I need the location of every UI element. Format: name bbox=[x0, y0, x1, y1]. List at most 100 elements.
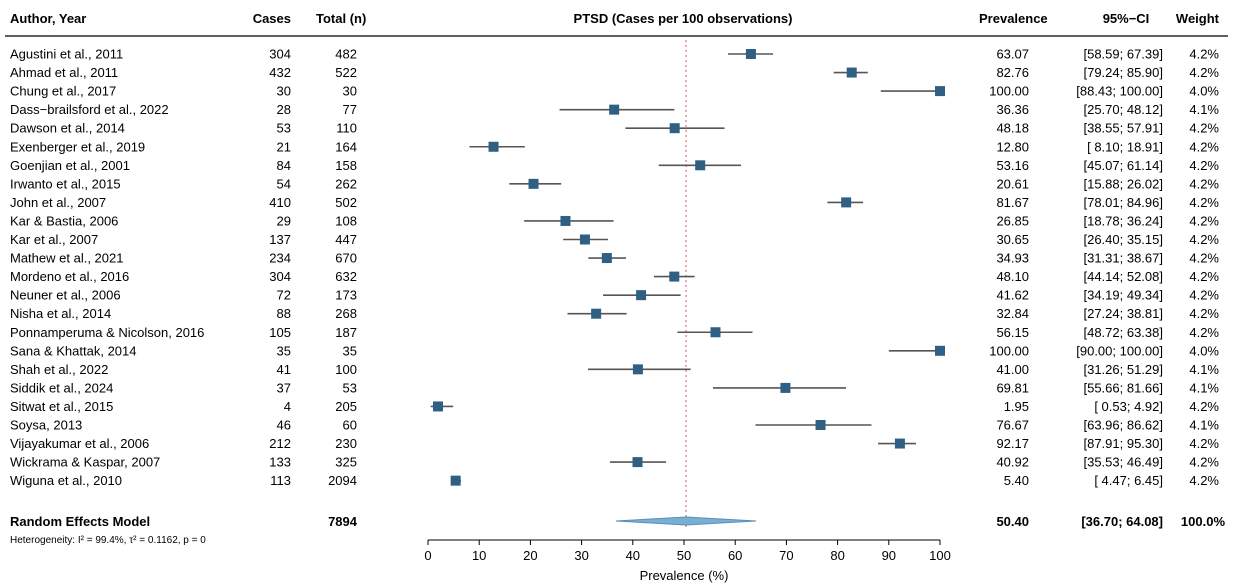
study-cases: 72 bbox=[277, 288, 291, 303]
study-total: 100 bbox=[335, 362, 357, 377]
study-weight: 4.2% bbox=[1189, 455, 1219, 470]
study-cases: 304 bbox=[269, 47, 291, 62]
study-prevalence: 92.17 bbox=[996, 436, 1029, 451]
study-total: 268 bbox=[335, 306, 357, 321]
ci-lines bbox=[430, 53, 940, 482]
study-prevalence: 32.84 bbox=[996, 306, 1029, 321]
study-weight: 4.2% bbox=[1189, 176, 1219, 191]
table-row: Sitwat et al., 2015 4 205 1.95 [ 0.53; 4.92]… bbox=[10, 399, 1219, 414]
study-total: 670 bbox=[335, 251, 357, 266]
study-square bbox=[432, 401, 443, 412]
study-prevalence: 56.15 bbox=[996, 325, 1029, 340]
table-row: Chung et al., 2017 30 30 100.00 [88.43; 100.… bbox=[10, 84, 1219, 99]
study-total: 632 bbox=[335, 269, 357, 284]
study-ci: [87.91; 95.30] bbox=[1083, 436, 1163, 451]
x-tick-label: 40 bbox=[626, 548, 640, 563]
study-total: 30 bbox=[343, 84, 357, 99]
study-total: 230 bbox=[335, 436, 357, 451]
study-prevalence: 41.62 bbox=[996, 288, 1029, 303]
study-square bbox=[609, 104, 620, 115]
study-square bbox=[745, 49, 756, 59]
study-ci: [38.55; 57.91] bbox=[1083, 121, 1163, 136]
table-row: Soysa, 2013 46 60 76.67 [63.96; 86.62] 4.1% bbox=[10, 418, 1219, 433]
study-ci: [31.26; 51.29] bbox=[1083, 362, 1163, 377]
study-prevalence: 34.93 bbox=[996, 251, 1029, 266]
study-prevalence: 30.65 bbox=[996, 232, 1029, 247]
study-total: 205 bbox=[335, 399, 357, 414]
study-total: 173 bbox=[335, 288, 357, 303]
study-prevalence: 26.85 bbox=[996, 213, 1029, 228]
study-cases: 432 bbox=[269, 65, 291, 80]
study-ci: [18.78; 36.24] bbox=[1083, 213, 1163, 228]
study-cases: 410 bbox=[269, 195, 291, 210]
study-author: Neuner et al., 2006 bbox=[10, 288, 121, 303]
study-total: 522 bbox=[335, 65, 357, 80]
study-prevalence: 82.76 bbox=[996, 65, 1029, 80]
study-cases: 88 bbox=[277, 306, 291, 321]
study-prevalence: 36.36 bbox=[996, 102, 1029, 117]
table-row: Wickrama & Kaspar, 2007 133 325 40.92 [35.53… bbox=[10, 455, 1219, 470]
table-row: Shah et al., 2022 41 100 41.00 [31.26; 51.29… bbox=[10, 362, 1219, 377]
table-row: Mordeno et al., 2016 304 632 48.10 [44.14; 5… bbox=[10, 269, 1219, 284]
study-prevalence: 12.80 bbox=[996, 139, 1029, 154]
study-weight: 4.2% bbox=[1189, 436, 1219, 451]
study-prevalence: 40.92 bbox=[996, 455, 1029, 470]
study-cases: 212 bbox=[269, 436, 291, 451]
study-weight: 4.2% bbox=[1189, 473, 1219, 488]
study-cases: 105 bbox=[269, 325, 291, 340]
table-row: Dawson et al., 2014 53 110 48.18 [38.55; 57.… bbox=[10, 121, 1219, 136]
study-author: Kar et al., 2007 bbox=[10, 232, 98, 247]
study-cases: 133 bbox=[269, 455, 291, 470]
study-ci: [88.43; 100.00] bbox=[1076, 84, 1163, 99]
study-total: 2094 bbox=[328, 473, 357, 488]
study-cases: 28 bbox=[277, 102, 291, 117]
study-weight: 4.2% bbox=[1189, 399, 1219, 414]
x-tick-label: 0 bbox=[424, 548, 431, 563]
study-square bbox=[632, 364, 643, 375]
study-square bbox=[841, 197, 852, 208]
study-cases: 54 bbox=[277, 176, 291, 191]
study-author: Goenjian et al., 2001 bbox=[10, 158, 130, 173]
study-weight: 4.0% bbox=[1189, 343, 1219, 358]
study-total: 325 bbox=[335, 455, 357, 470]
x-tick-label: 20 bbox=[523, 548, 537, 563]
study-cases: 37 bbox=[277, 380, 291, 395]
study-weight: 4.2% bbox=[1189, 139, 1219, 154]
study-ci: [26.40; 35.15] bbox=[1083, 232, 1163, 247]
study-square bbox=[528, 178, 539, 189]
study-total: 187 bbox=[335, 325, 357, 340]
summary-row: Random Effects Model 7894 50.40 [36.70; … bbox=[10, 514, 1225, 546]
study-cases: 4 bbox=[284, 399, 291, 414]
study-square bbox=[710, 327, 721, 338]
study-weight: 4.2% bbox=[1189, 195, 1219, 210]
plot-area: 0 10 20 30 40 50 60 70 80 90 100 Prevalence (%) bbox=[424, 40, 951, 583]
summary-prevalence: 50.40 bbox=[996, 514, 1029, 529]
study-weight: 4.2% bbox=[1189, 325, 1219, 340]
study-author: Nisha et al., 2014 bbox=[10, 306, 111, 321]
study-total: 482 bbox=[335, 47, 357, 62]
summary-label: Random Effects Model bbox=[10, 514, 150, 529]
summary-ci: [36.70; 64.08] bbox=[1081, 514, 1163, 529]
study-square bbox=[636, 290, 647, 301]
table-row: Mathew et al., 2021 234 670 34.93 [31.31; 38… bbox=[10, 251, 1219, 266]
study-total: 262 bbox=[335, 176, 357, 191]
study-cases: 137 bbox=[269, 232, 291, 247]
study-total: 108 bbox=[335, 213, 357, 228]
header-ci: 95%−CI bbox=[1103, 11, 1150, 26]
study-ci: [55.66; 81.66] bbox=[1083, 380, 1163, 395]
study-square bbox=[632, 457, 643, 468]
x-tick-label: 50 bbox=[677, 548, 691, 563]
study-weight: 4.0% bbox=[1189, 84, 1219, 99]
header-total: Total (n) bbox=[316, 11, 366, 26]
table-row: Neuner et al., 2006 72 173 41.62 [34.19; 49.… bbox=[10, 288, 1219, 303]
x-tick-label: 90 bbox=[882, 548, 896, 563]
study-square bbox=[601, 253, 612, 264]
study-ci: [48.72; 63.38] bbox=[1083, 325, 1163, 340]
study-author: Wickrama & Kaspar, 2007 bbox=[10, 455, 160, 470]
pooled-diamond bbox=[615, 516, 757, 526]
study-ci: [ 0.53; 4.92] bbox=[1094, 399, 1163, 414]
study-author: Agustini et al., 2011 bbox=[10, 47, 123, 62]
study-rows: Agustini et al., 2011 304 482 63.07 [58.59; … bbox=[10, 47, 1219, 489]
study-total: 447 bbox=[335, 232, 357, 247]
table-row: Goenjian et al., 2001 84 158 53.16 [45.07; 6… bbox=[10, 158, 1219, 173]
